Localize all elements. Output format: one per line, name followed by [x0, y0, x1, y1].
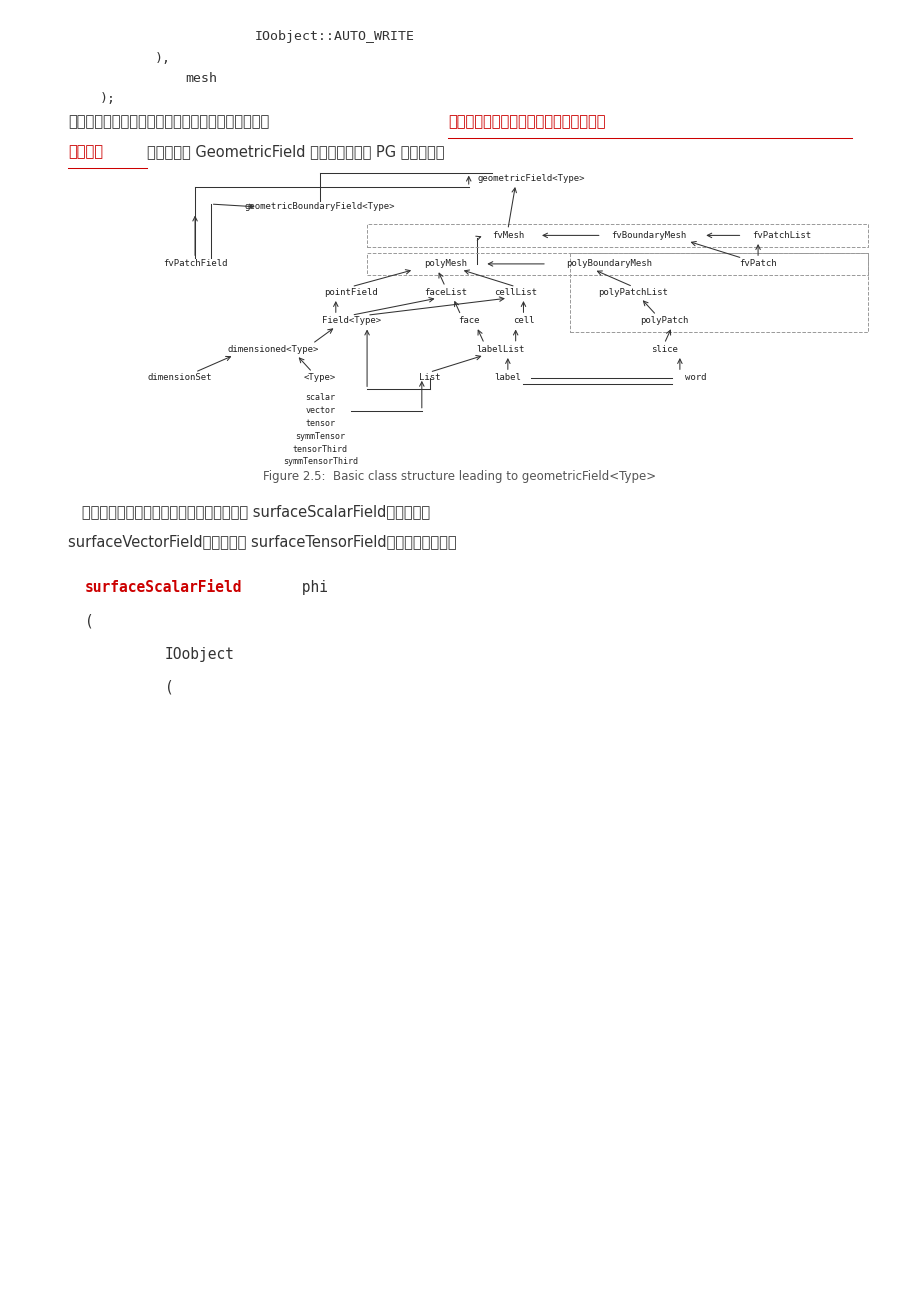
- Text: surfaceVectorField、面张量场 surfaceTensorField。看下面的例子：: surfaceVectorField、面张量场 surfaceTensorFie…: [68, 534, 456, 549]
- Text: cell: cell: [512, 316, 534, 326]
- Text: 。为加深对 GeometricField 类的理解，贴张 PG 中的图片：: 。为加深对 GeometricField 类的理解，贴张 PG 中的图片：: [147, 145, 444, 159]
- Text: tensor: tensor: [305, 419, 335, 428]
- Text: mesh: mesh: [185, 72, 217, 85]
- Text: fvBoundaryMesh: fvBoundaryMesh: [610, 230, 686, 240]
- Text: 除了体的向量标量张量场外，还有面标量场 surfaceScalarField、面向量场: 除了体的向量标量张量场外，还有面标量场 surfaceScalarField、面…: [68, 504, 430, 519]
- Text: Figure 2.5:  Basic class structure leading to geometricField<Type>: Figure 2.5: Basic class structure leadin…: [263, 470, 656, 483]
- Text: 读入标量压力场文件，把压力值存储到网: 读入标量压力场文件，把压力值存储到网: [448, 115, 605, 129]
- Text: );: );: [100, 92, 116, 105]
- Text: surfaceScalarField: surfaceScalarField: [85, 579, 243, 595]
- Text: geometricBoundaryField<Type>: geometricBoundaryField<Type>: [244, 202, 395, 211]
- Text: ),: ),: [154, 52, 171, 65]
- Text: slice: slice: [650, 345, 677, 354]
- Text: polyPatchList: polyPatchList: [597, 288, 667, 297]
- Text: geometricField<Type>: geometricField<Type>: [477, 174, 584, 182]
- Text: symmTensorThird: symmTensorThird: [282, 457, 357, 466]
- Text: fvPatch: fvPatch: [739, 259, 776, 268]
- Text: cellList: cellList: [494, 288, 537, 297]
- Text: IOobject::AUTO_WRITE: IOobject::AUTO_WRITE: [255, 30, 414, 43]
- Text: labelList: labelList: [475, 345, 524, 354]
- Text: pointField: pointField: [324, 288, 378, 297]
- Text: face: face: [458, 316, 479, 326]
- Text: Field<Type>: Field<Type>: [322, 316, 380, 326]
- Text: (: (: [85, 615, 94, 629]
- Text: symmTensor: symmTensor: [295, 432, 345, 441]
- Text: dimensionSet: dimensionSet: [147, 374, 211, 383]
- Text: scalar: scalar: [305, 393, 335, 402]
- Text: tensorThird: tensorThird: [292, 445, 347, 453]
- Text: 看过老苏博客的朋友肯定都知道这是什么意思，这是: 看过老苏博客的朋友肯定都知道这是什么意思，这是: [68, 115, 269, 129]
- Text: dimensioned<Type>: dimensioned<Type>: [227, 345, 319, 354]
- Text: List: List: [418, 374, 440, 383]
- Text: faceList: faceList: [424, 288, 466, 297]
- Text: vector: vector: [305, 406, 335, 415]
- Text: fvPatchField: fvPatchField: [163, 259, 227, 268]
- Text: word: word: [684, 374, 706, 383]
- Text: phi: phi: [292, 579, 328, 595]
- Text: IOobject: IOobject: [165, 647, 234, 661]
- Text: polyPatch: polyPatch: [640, 316, 687, 326]
- Text: <Type>: <Type>: [303, 374, 336, 383]
- Text: polyBoundaryMesh: polyBoundaryMesh: [566, 259, 652, 268]
- Text: label: label: [494, 374, 521, 383]
- Text: 格体中心: 格体中心: [68, 145, 103, 159]
- Text: fvPatchList: fvPatchList: [751, 230, 811, 240]
- Text: polyMesh: polyMesh: [424, 259, 466, 268]
- Text: fvMesh: fvMesh: [491, 230, 524, 240]
- Text: (: (: [165, 680, 174, 695]
